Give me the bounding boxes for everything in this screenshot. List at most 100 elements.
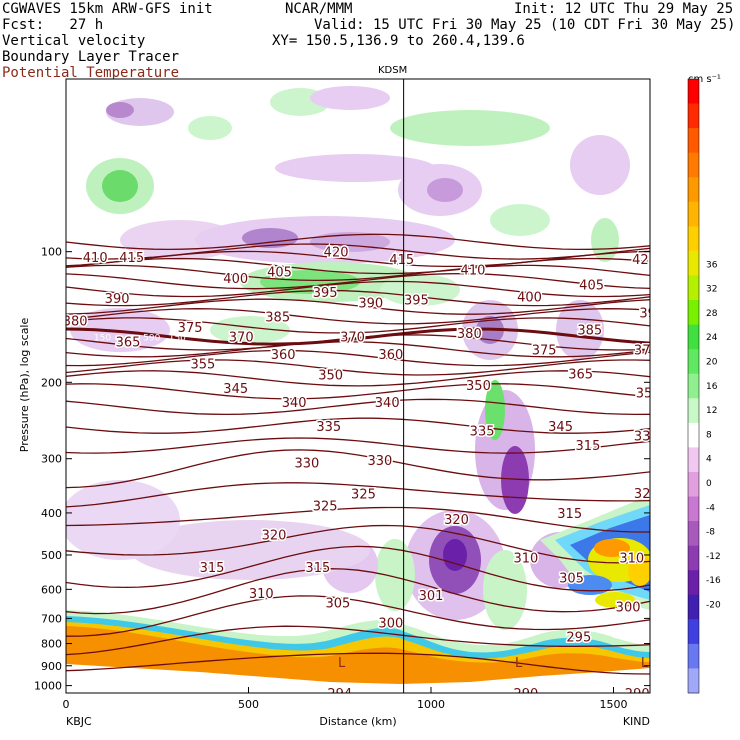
theta-label: 410 bbox=[83, 251, 108, 266]
institution-label: NCAR/MMM bbox=[285, 1, 353, 17]
theta-label: 375 bbox=[532, 343, 557, 358]
theta-contour bbox=[66, 524, 650, 564]
y-axis-title: Pressure (hPa), log scale bbox=[18, 318, 31, 453]
theta-contour bbox=[66, 595, 650, 637]
potential-temperature-labels: 410 415 420 415 410 420 380 390 400 405 395 390 395 4… bbox=[66, 244, 664, 702]
right-endpoint-label: KIND bbox=[623, 715, 650, 728]
theta-label: 320 bbox=[634, 487, 659, 502]
colorbar-swatch bbox=[688, 177, 699, 203]
x-axis-ticks: 0 500 1000 1500 bbox=[63, 687, 628, 711]
theta-label: 340 bbox=[375, 396, 400, 411]
velocity-contour bbox=[210, 316, 290, 344]
theta-label: 415 bbox=[119, 251, 144, 266]
theta-label: 325 bbox=[351, 488, 376, 503]
plot-annotation: L bbox=[338, 656, 346, 671]
colorbar-swatch bbox=[688, 447, 699, 473]
init-time: Init: 12 UTC Thu 29 May 25 bbox=[514, 1, 734, 17]
theta-label: 415 bbox=[389, 253, 414, 268]
station-label-top: KDSM bbox=[378, 65, 408, 76]
colorbar-label: 20 bbox=[706, 358, 718, 368]
theta-label: 295 bbox=[566, 630, 591, 645]
velocity-contour bbox=[427, 178, 463, 202]
theta-label: 310 bbox=[513, 552, 538, 567]
theta-label: 385 bbox=[265, 310, 290, 325]
theta-label: 405 bbox=[267, 265, 292, 280]
colorbar-swatch bbox=[688, 422, 699, 448]
plot-annotation: 150 bbox=[630, 334, 647, 344]
theta-label: 315 bbox=[557, 507, 582, 522]
theta-label: 350 bbox=[466, 379, 491, 394]
theta-contour bbox=[66, 482, 650, 508]
y-tick-label: 900 bbox=[41, 660, 62, 673]
colorbar-swatch bbox=[688, 250, 699, 276]
velocity-contour bbox=[483, 550, 527, 630]
theta-label: 370 bbox=[340, 331, 365, 346]
theta-label: 395 bbox=[639, 306, 664, 321]
velocity-contour bbox=[490, 204, 550, 236]
left-endpoint-label: KBJC bbox=[66, 715, 92, 728]
colorbar-swatch bbox=[688, 226, 699, 252]
theta-label: 400 bbox=[517, 291, 542, 306]
colorbar-swatch bbox=[688, 103, 699, 129]
velocity-contour bbox=[485, 380, 505, 440]
theta-contour bbox=[66, 349, 650, 367]
theta-contour bbox=[66, 289, 650, 307]
theta-label: 350 bbox=[318, 369, 343, 384]
colorbar-label: 32 bbox=[706, 285, 717, 295]
theta-label: 365 bbox=[116, 335, 141, 350]
colorbar-swatch bbox=[688, 545, 699, 571]
y-tick-label: 500 bbox=[41, 549, 62, 562]
theta-label: 315 bbox=[576, 439, 601, 454]
theta-contour bbox=[66, 264, 650, 282]
theta-contour bbox=[66, 568, 650, 615]
theta-contour bbox=[66, 327, 650, 346]
theta-contour bbox=[66, 398, 650, 416]
theta-label: 294 bbox=[327, 687, 352, 702]
theta-label: 305 bbox=[326, 597, 351, 612]
theta-label: 325 bbox=[313, 500, 338, 515]
colorbar-swatch bbox=[688, 373, 699, 399]
y-tick-label: 300 bbox=[41, 453, 62, 466]
velocity-contour bbox=[556, 300, 604, 360]
y-tick-label: 800 bbox=[41, 638, 62, 651]
theta-label: 335 bbox=[316, 420, 341, 435]
velocity-contour bbox=[242, 228, 298, 248]
theta-label: 335 bbox=[470, 424, 495, 439]
colorbar-label: 28 bbox=[706, 309, 718, 319]
colorbar-swatch bbox=[688, 79, 699, 105]
theta-contour bbox=[66, 298, 650, 315]
velocity-contour bbox=[375, 539, 415, 611]
theta-label: 390 bbox=[105, 292, 130, 307]
colorbar-swatch bbox=[688, 496, 699, 522]
theta-contour bbox=[66, 417, 650, 434]
theta-label: 395 bbox=[313, 286, 338, 301]
colorbar-label: 8 bbox=[706, 430, 712, 440]
colorbar-frame bbox=[687, 78, 700, 694]
plot-annotation: 150 bbox=[169, 334, 186, 344]
colorbar-label: -8 bbox=[706, 528, 715, 538]
theta-label: 420 bbox=[632, 253, 657, 268]
forecast-hour: Fcst: 27 h bbox=[2, 17, 104, 33]
theta-contour bbox=[66, 625, 650, 656]
colorbar-swatch bbox=[688, 324, 699, 350]
y-tick-label: 1000 bbox=[34, 680, 62, 693]
theta-label: 370 bbox=[229, 331, 254, 346]
theta-label: 301 bbox=[419, 589, 444, 604]
theta-contour bbox=[66, 317, 650, 334]
theta-contour bbox=[66, 257, 650, 275]
velocity-contour bbox=[591, 218, 619, 262]
theta-label: 310 bbox=[619, 552, 644, 567]
theta-contour bbox=[66, 383, 650, 400]
velocity-contour bbox=[275, 154, 435, 182]
x-tick-label: 500 bbox=[238, 698, 259, 711]
colorbar-swatch bbox=[688, 128, 699, 154]
x-axis-title: Distance (km) bbox=[319, 715, 396, 728]
y-tick-label: 400 bbox=[41, 507, 62, 520]
velocity-contour bbox=[570, 135, 630, 195]
valid-time: Valid: 15 UTC Fri 30 May 25 (10 CDT Fri … bbox=[314, 17, 736, 33]
theta-label: 320 bbox=[262, 528, 287, 543]
colorbar-label: 36 bbox=[706, 260, 718, 270]
theta-label: 290 bbox=[513, 687, 538, 702]
colorbar-label: -16 bbox=[706, 576, 721, 586]
